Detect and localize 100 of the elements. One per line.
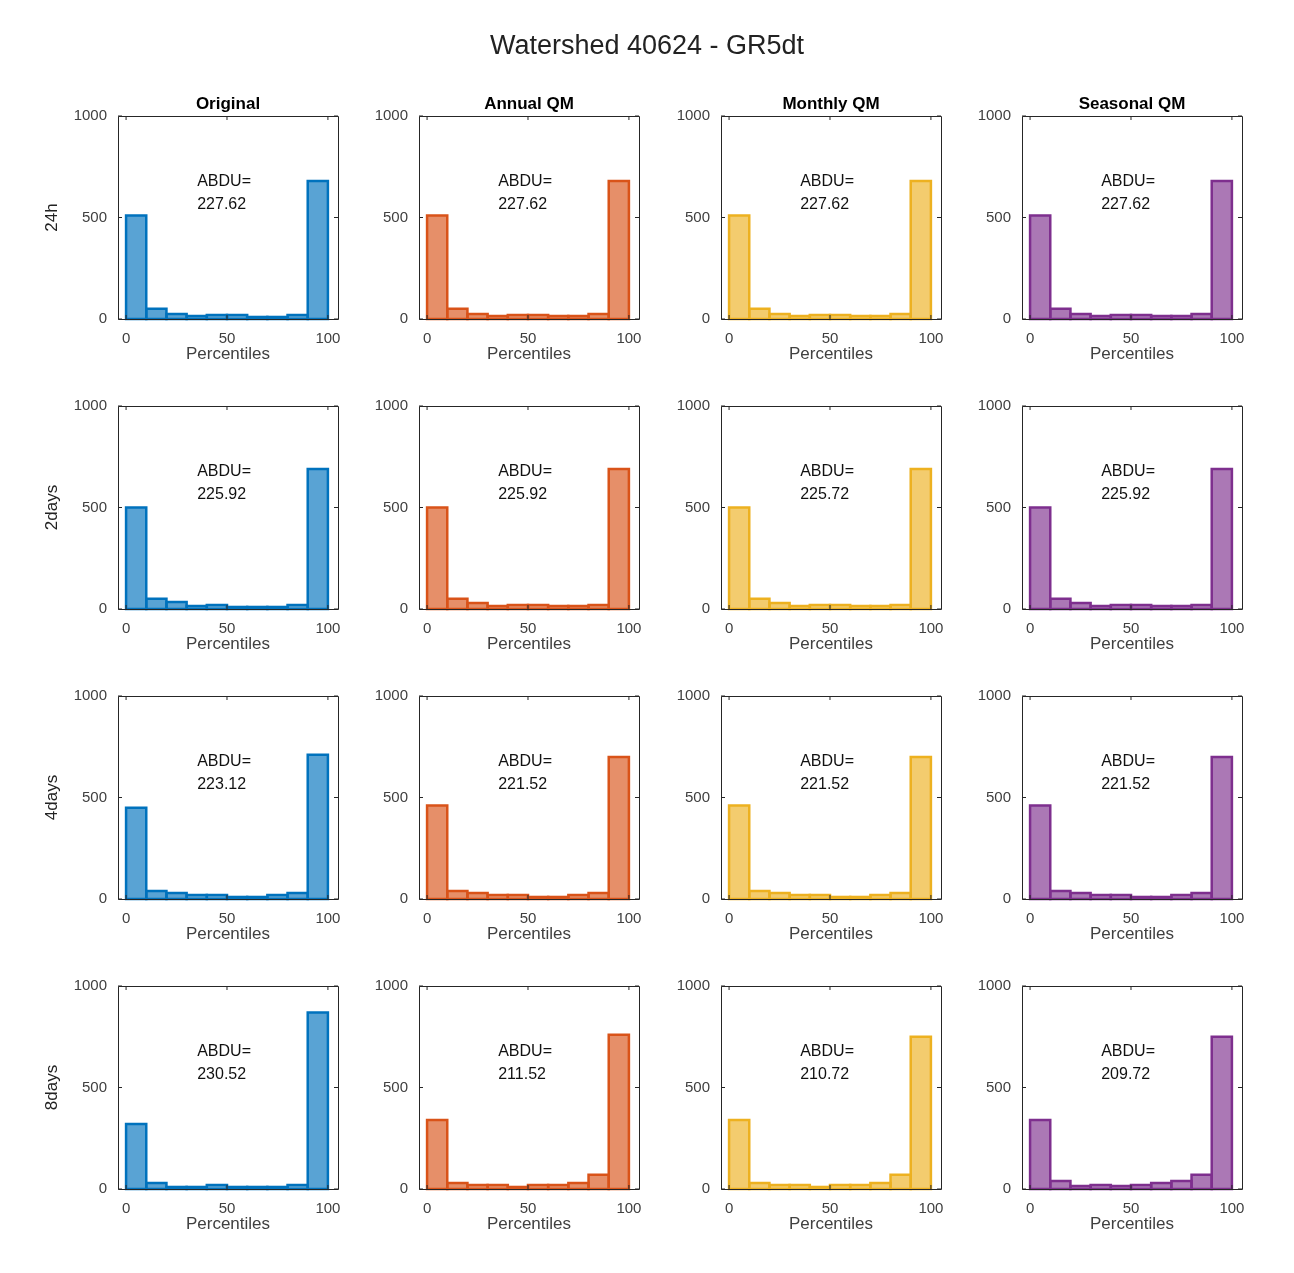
x-tick-label: 100	[917, 619, 944, 637]
x-tick-label: 50	[1122, 1199, 1140, 1217]
x-axis-title: Percentiles	[185, 634, 271, 654]
x-axis-title: Percentiles	[788, 1214, 873, 1234]
x-axis-title: Percentiles	[487, 924, 572, 944]
x-tick-label: 0	[1025, 909, 1035, 927]
annotation: ABDU= 221.52	[1101, 752, 1155, 793]
annotation: ABDU= 221.52	[799, 752, 854, 793]
y-tick-label: 0	[1002, 889, 1011, 907]
x-tick-label: 50	[821, 1199, 838, 1217]
annotation: ABDU= 225.92	[197, 462, 251, 503]
y-tick-label: 0	[701, 1179, 710, 1197]
x-tick-label: 100	[1219, 329, 1245, 347]
x-tick-label: 0	[1025, 619, 1035, 637]
y-tick-label: 0	[701, 309, 710, 327]
x-tick-label: 0	[423, 329, 432, 347]
annotation: ABDU= 225.72	[799, 462, 854, 503]
y-tick-label: 500	[383, 1077, 409, 1095]
x-tick-label: 0	[121, 1199, 131, 1217]
y-tick-label: 500	[81, 207, 107, 225]
x-tick-label: 50	[821, 909, 838, 927]
x-tick-label: 0	[423, 909, 432, 927]
y-tick-label: 1000	[676, 686, 710, 704]
annotation: ABDU= 209.72	[1101, 1042, 1155, 1083]
x-tick-label: 100	[616, 329, 642, 347]
y-tick-label: 0	[1002, 1179, 1011, 1197]
annotation: ABDU= 225.92	[1101, 462, 1155, 503]
x-tick-label: 0	[121, 909, 131, 927]
x-tick-label: 100	[315, 619, 341, 637]
y-tick-label: 0	[1002, 309, 1011, 327]
x-tick-label: 100	[616, 619, 642, 637]
x-axis-title: Percentiles	[1089, 634, 1174, 654]
y-tick-label: 500	[383, 787, 409, 805]
y-tick-label: 0	[1002, 599, 1011, 617]
chart-title: Monthly QM	[781, 94, 880, 114]
chart-title: Original	[195, 94, 261, 114]
x-tick-label: 100	[1219, 619, 1245, 637]
x-tick-label: 50	[821, 329, 838, 347]
x-tick-label: 50	[218, 619, 236, 637]
x-axis-title: Percentiles	[788, 344, 873, 364]
x-axis-title: Percentiles	[487, 344, 572, 364]
y-tick-label: 500	[684, 497, 710, 515]
chart-title: Seasonal QM	[1078, 94, 1186, 114]
annotation: ABDU= 227.62	[197, 172, 251, 213]
y-tick-label: 500	[985, 1077, 1011, 1095]
y-tick-label: 1000	[374, 106, 409, 124]
x-tick-label: 50	[519, 1199, 537, 1217]
y-tick-label: 500	[684, 207, 710, 225]
annotation: ABDU= 227.62	[799, 172, 854, 213]
x-tick-label: 0	[1025, 329, 1035, 347]
x-tick-label: 100	[1219, 1199, 1245, 1217]
y-tick-label: 1000	[676, 106, 710, 124]
x-tick-label: 50	[1122, 909, 1140, 927]
y-tick-label: 0	[399, 1179, 409, 1197]
x-axis-title: Percentiles	[185, 1214, 271, 1234]
y-tick-label: 1000	[977, 686, 1011, 704]
x-tick-label: 50	[1122, 619, 1140, 637]
y-tick-label: 0	[98, 889, 107, 907]
y-tick-label: 0	[701, 599, 710, 617]
x-tick-label: 0	[423, 619, 432, 637]
annotation: ABDU= 211.52	[498, 1042, 553, 1083]
y-axis-title: 8days	[41, 1064, 61, 1111]
x-tick-label: 100	[315, 909, 341, 927]
y-tick-label: 0	[399, 309, 409, 327]
annotation: ABDU= 210.72	[799, 1042, 854, 1083]
x-tick-label: 100	[917, 909, 944, 927]
x-tick-label: 0	[1025, 1199, 1035, 1217]
x-tick-label: 100	[315, 1199, 341, 1217]
annotation: ABDU= 221.52	[498, 752, 553, 793]
annotation: ABDU= 227.62	[1101, 172, 1155, 213]
y-tick-label: 500	[684, 787, 710, 805]
x-tick-label: 100	[616, 909, 642, 927]
y-tick-label: 500	[81, 1077, 107, 1095]
x-tick-label: 50	[218, 909, 236, 927]
y-axis-title: 4days	[41, 774, 61, 821]
y-tick-label: 1000	[374, 396, 409, 414]
x-tick-label: 0	[724, 909, 733, 927]
y-tick-label: 500	[985, 787, 1011, 805]
x-axis-title: Percentiles	[1089, 924, 1174, 944]
x-tick-label: 50	[821, 619, 838, 637]
x-axis-title: Percentiles	[1089, 1214, 1174, 1234]
y-tick-label: 1000	[676, 396, 710, 414]
x-axis-title: Percentiles	[487, 634, 572, 654]
y-tick-label: 1000	[977, 976, 1011, 994]
y-tick-label: 0	[98, 309, 107, 327]
x-tick-label: 100	[917, 1199, 944, 1217]
annotation: ABDU= 225.92	[498, 462, 553, 503]
y-tick-label: 1000	[73, 686, 107, 704]
x-axis-title: Percentiles	[185, 924, 271, 944]
x-tick-label: 50	[519, 909, 537, 927]
x-axis-title: Percentiles	[185, 344, 271, 364]
x-axis-title: Percentiles	[487, 1214, 572, 1234]
y-tick-label: 500	[81, 787, 107, 805]
x-tick-label: 50	[1122, 329, 1140, 347]
x-tick-label: 0	[121, 619, 131, 637]
y-tick-label: 1000	[977, 396, 1011, 414]
x-tick-label: 0	[121, 329, 131, 347]
x-tick-label: 0	[724, 329, 733, 347]
annotation: ABDU= 230.52	[197, 1042, 251, 1083]
y-tick-label: 1000	[374, 976, 409, 994]
